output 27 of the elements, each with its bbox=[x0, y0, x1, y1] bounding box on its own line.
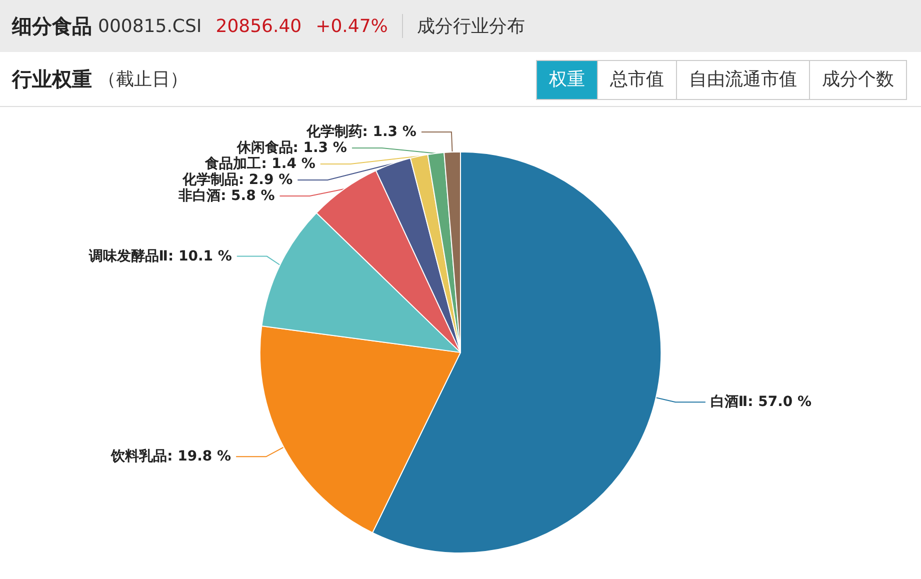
slice-label: 化学制药 bbox=[305, 124, 362, 140]
text: 000815.CSI bbox=[98, 16, 202, 36]
data-label: : 57.0 % bbox=[748, 394, 812, 410]
text: 自由流通市值 bbox=[676, 60, 810, 100]
text: 20856.40 bbox=[216, 16, 302, 36]
slice-label: 食品加工 bbox=[204, 156, 262, 172]
text: 成分个数 bbox=[809, 60, 907, 100]
data-label: : 5.8 % bbox=[220, 188, 275, 204]
data-label: : 2.9 % bbox=[238, 172, 293, 188]
text: +0.47% bbox=[316, 16, 388, 36]
slice-label: 化学制品 bbox=[181, 172, 238, 188]
text: 细分食品 bbox=[12, 12, 92, 40]
data-label: : 1.3 % bbox=[362, 124, 416, 140]
chart-subtitle: （截止日） bbox=[98, 68, 188, 91]
slice-label: 非白酒 bbox=[178, 188, 221, 204]
chart-title: 行业权重 bbox=[12, 66, 92, 92]
data-label: : 19.8 % bbox=[167, 448, 232, 465]
text: 成分行业分布 bbox=[402, 14, 525, 38]
slice-label: 调味发酵品Ⅱ bbox=[88, 248, 168, 264]
text: 总市值 bbox=[597, 60, 677, 100]
slice-label: 休闲食品 bbox=[236, 140, 293, 156]
data-label: : 10.1 % bbox=[168, 248, 232, 264]
data-label: : 1.3 % bbox=[292, 140, 347, 156]
text: 权重 bbox=[536, 60, 598, 100]
slice-label: 饮料乳品 bbox=[110, 448, 168, 465]
data-label: : 1.4 % bbox=[261, 156, 316, 172]
slice-label: 白酒Ⅱ bbox=[710, 394, 748, 410]
